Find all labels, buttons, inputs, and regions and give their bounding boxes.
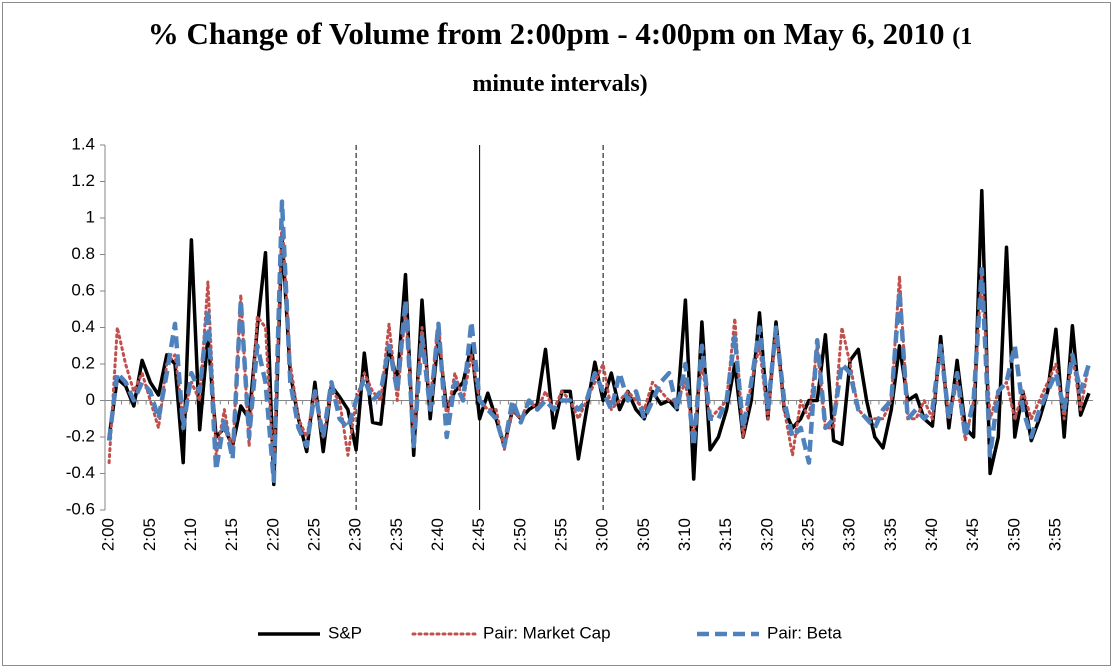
- x-tick-label: 3:20: [757, 518, 776, 551]
- y-tick-label: 0.2: [71, 353, 95, 372]
- series-line: [106, 199, 1092, 484]
- x-tick-label: 3:45: [963, 518, 982, 551]
- legend-label: Pair: Market Cap: [483, 623, 611, 642]
- x-tick-label: 2:40: [428, 518, 447, 551]
- y-tick-label: 1.2: [71, 171, 95, 190]
- x-tick-label: 2:50: [510, 518, 529, 551]
- x-tick-label: 2:55: [551, 518, 570, 551]
- x-tick-label: 2:00: [99, 518, 118, 551]
- y-tick-label: 0: [86, 390, 95, 409]
- x-tick-label: 2:45: [469, 518, 488, 551]
- x-tick-label: 3:50: [1004, 518, 1023, 551]
- x-tick-label: 3:15: [716, 518, 735, 551]
- y-tick-label: 0.6: [71, 280, 95, 299]
- x-tick-label: 3:25: [798, 518, 817, 551]
- x-tick-label: 3:55: [1045, 518, 1064, 551]
- y-tick-label: 0.8: [71, 244, 95, 263]
- x-tick-label: 2:25: [304, 518, 323, 551]
- x-tick-label: 3:10: [675, 518, 694, 551]
- x-tick-label: 2:05: [140, 518, 159, 551]
- x-tick-label: 3:05: [634, 518, 653, 551]
- title-note: (1 minute intervals): [472, 24, 973, 97]
- y-tick-label: 1.4: [71, 134, 95, 153]
- y-tick-label: 1: [86, 207, 95, 226]
- y-tick-label: -0.2: [66, 426, 95, 445]
- x-tick-label: 3:40: [922, 518, 941, 551]
- y-tick-label: 0.4: [71, 317, 95, 336]
- title-text: % Change of Volume from 2:00pm - 4:00pm …: [147, 16, 945, 51]
- y-tick-label: -0.6: [66, 499, 95, 518]
- legend-label: S&P: [328, 623, 362, 642]
- x-tick-label: 3:00: [593, 518, 612, 551]
- x-tick-label: 2:35: [387, 518, 406, 551]
- x-tick-label: 2:20: [263, 518, 282, 551]
- x-tick-label: 3:35: [881, 518, 900, 551]
- x-tick-label: 2:15: [222, 518, 241, 551]
- x-tick-label: 3:30: [840, 518, 859, 551]
- chart-title: % Change of Volume from 2:00pm - 4:00pm …: [130, 12, 990, 106]
- x-tick-label: 2:10: [181, 518, 200, 551]
- legend-label: Pair: Beta: [767, 623, 842, 642]
- x-tick-label: 2:30: [346, 518, 365, 551]
- y-tick-label: -0.4: [66, 463, 95, 482]
